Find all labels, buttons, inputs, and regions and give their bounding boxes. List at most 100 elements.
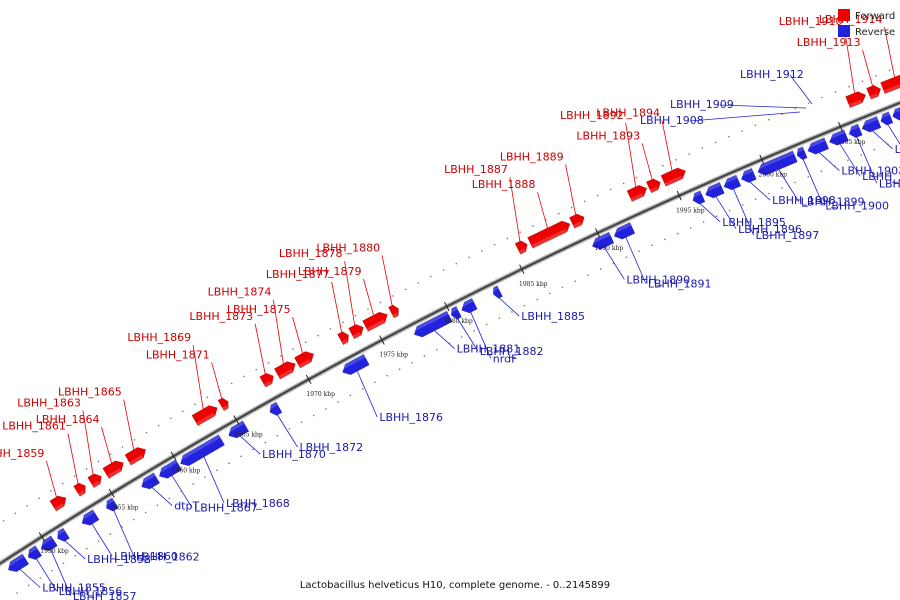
gene-label-reverse[interactable]: LBHH_1870 — [262, 448, 326, 461]
gene-label-reverse[interactable]: LBHH_1898 — [772, 194, 836, 207]
gene-reverse[interactable] — [180, 434, 226, 467]
gene-forward[interactable] — [124, 447, 147, 466]
gene-label-reverse[interactable]: LBHH_1899 — [801, 196, 865, 209]
gene-label-reverse[interactable]: LBHH_1867 — [194, 502, 258, 515]
gene-label-reverse[interactable]: LBHH_1857 — [73, 590, 137, 600]
gene-forward[interactable] — [273, 361, 296, 380]
gene-label-reverse[interactable]: LBHH_1904 — [895, 143, 900, 156]
gene-label-forward[interactable]: LBHH_1859 — [0, 447, 44, 460]
gene-reverse[interactable] — [141, 472, 161, 490]
gene-label-reverse[interactable]: LBHH_1902 — [862, 170, 900, 183]
gene-forward[interactable] — [626, 184, 648, 202]
gene-label-reverse[interactable]: LBHH_1912 — [740, 68, 804, 81]
gene-reverse[interactable] — [158, 459, 183, 479]
gene-label-reverse[interactable]: LBHH_1908 — [640, 114, 704, 127]
gene-label-reverse[interactable]: nrdF — [493, 352, 518, 365]
gene-label-reverse[interactable]: LBHH_1872 — [299, 441, 363, 454]
gene-label-reverse[interactable]: LBHH_1856 — [59, 585, 123, 598]
gene-reverse[interactable] — [613, 222, 636, 240]
gene-label-forward[interactable]: LBHH_1878 — [279, 247, 343, 260]
gene-label-forward[interactable]: LBHH_1893 — [576, 129, 640, 142]
gene-forward[interactable] — [845, 91, 867, 109]
gene-label-forward[interactable]: LBHH_1892 — [560, 109, 624, 122]
gene-reverse[interactable] — [57, 527, 70, 542]
gene-label-reverse[interactable]: LBHH_1890 — [626, 273, 690, 286]
gene-forward[interactable] — [514, 240, 528, 255]
gene-label-forward[interactable]: LBHH_1864 — [36, 413, 100, 426]
gene-forward[interactable] — [87, 473, 102, 489]
gene-forward[interactable] — [102, 460, 124, 480]
gene-label-reverse[interactable]: LBHH_1876 — [379, 411, 443, 424]
gene-reverse[interactable] — [450, 305, 462, 320]
gene-reverse[interactable] — [81, 509, 100, 526]
gene-reverse[interactable] — [692, 190, 706, 205]
gene-label-forward[interactable]: LBHH_1877 — [266, 268, 330, 281]
gene-reverse[interactable] — [848, 123, 863, 139]
gene-label-forward[interactable]: LBHH_1913 — [797, 36, 861, 49]
gene-reverse[interactable] — [892, 106, 900, 121]
gene-reverse[interactable] — [492, 285, 503, 299]
gene-forward[interactable] — [337, 331, 349, 346]
gene-forward[interactable] — [191, 405, 218, 427]
gene-forward[interactable] — [880, 74, 900, 95]
gene-label-reverse[interactable]: LBHH_1901 — [841, 165, 900, 178]
gene-label-forward[interactable]: LBHH_1871 — [146, 348, 210, 361]
gene-reverse[interactable] — [705, 181, 725, 199]
gene-reverse[interactable] — [796, 146, 808, 161]
gene-label-reverse[interactable]: LBHH_1896 — [738, 223, 802, 236]
gene-reverse[interactable] — [461, 297, 478, 314]
gene-reverse[interactable] — [269, 401, 283, 416]
gene-label-reverse[interactable]: LBHH_1855 — [42, 582, 106, 595]
gene-forward[interactable] — [866, 84, 882, 100]
gene-label-reverse[interactable]: LBHH_1862 — [136, 551, 200, 564]
gene-label-reverse[interactable]: LBHH_1900 — [825, 199, 889, 212]
gene-label-reverse[interactable]: LBHH_1897 — [756, 229, 820, 242]
gene-reverse[interactable] — [829, 129, 849, 146]
gene-forward[interactable] — [259, 372, 274, 388]
gene-forward[interactable] — [387, 304, 399, 319]
gene-label-forward[interactable]: LBHH_1910 — [779, 15, 843, 28]
gene-forward[interactable] — [73, 482, 86, 497]
gene-label-reverse[interactable]: LBHH_1909 — [670, 98, 734, 111]
gene-forward[interactable] — [217, 397, 229, 412]
gene-reverse[interactable] — [757, 150, 798, 176]
gene-reverse[interactable] — [27, 545, 43, 561]
gene-forward[interactable] — [49, 495, 67, 512]
gene-label-forward[interactable]: LBHH_1873 — [189, 310, 253, 323]
gene-reverse[interactable] — [7, 553, 30, 573]
gene-reverse[interactable] — [591, 231, 615, 250]
gene-label-forward[interactable]: LBHH_1865 — [58, 386, 122, 399]
gene-label-forward[interactable]: LBHH_1869 — [127, 331, 191, 344]
gene-label-reverse[interactable]: LBHH_1860 — [114, 550, 178, 563]
gene-label-reverse[interactable]: LBHH_1891 — [648, 277, 712, 290]
gene-label-forward[interactable]: LBHH_1874 — [208, 286, 272, 299]
gene-label-forward[interactable]: LBHH_1880 — [316, 241, 380, 254]
gene-label-forward[interactable]: LBHH_1863 — [17, 396, 81, 409]
gene-label-reverse[interactable]: LBHH_1903 — [879, 177, 900, 190]
gene-label-reverse[interactable]: dtpT — [174, 500, 199, 513]
gene-reverse[interactable] — [723, 174, 742, 191]
gene-reverse[interactable] — [861, 116, 882, 133]
gene-label-reverse[interactable]: LBHH_1882 — [480, 345, 544, 358]
gene-label-forward[interactable]: LBHH_1887 — [444, 163, 508, 176]
gene-label-forward[interactable]: LBHH_1888 — [472, 178, 536, 191]
gene-label-forward[interactable]: LBHH_1894 — [596, 106, 660, 119]
gene-label-forward[interactable]: LBHH_1914 — [819, 13, 883, 26]
gene-label-forward[interactable]: LBHH_1889 — [500, 151, 564, 164]
gene-label-reverse[interactable]: LBHH_1858 — [87, 553, 151, 566]
gene-label-reverse[interactable]: LBHH_1895 — [722, 216, 786, 229]
gene-forward[interactable] — [293, 351, 315, 369]
gene-forward[interactable] — [569, 213, 585, 229]
gene-label-forward[interactable]: LBHH_1879 — [298, 265, 362, 278]
gene-reverse[interactable] — [807, 137, 830, 155]
gene-reverse[interactable] — [741, 167, 757, 183]
gene-forward[interactable] — [645, 178, 661, 194]
gene-reverse[interactable] — [342, 353, 370, 376]
gene-forward[interactable] — [348, 324, 364, 340]
gene-label-forward[interactable]: LBHH_1875 — [227, 303, 291, 316]
gene-label-forward[interactable]: LBHH_1861 — [2, 420, 66, 433]
gene-forward[interactable] — [660, 167, 686, 187]
gene-reverse[interactable] — [106, 497, 119, 512]
gene-label-reverse[interactable]: LBHH_1885 — [521, 310, 585, 323]
gene-label-reverse[interactable]: LBHH_1881 — [457, 343, 521, 356]
